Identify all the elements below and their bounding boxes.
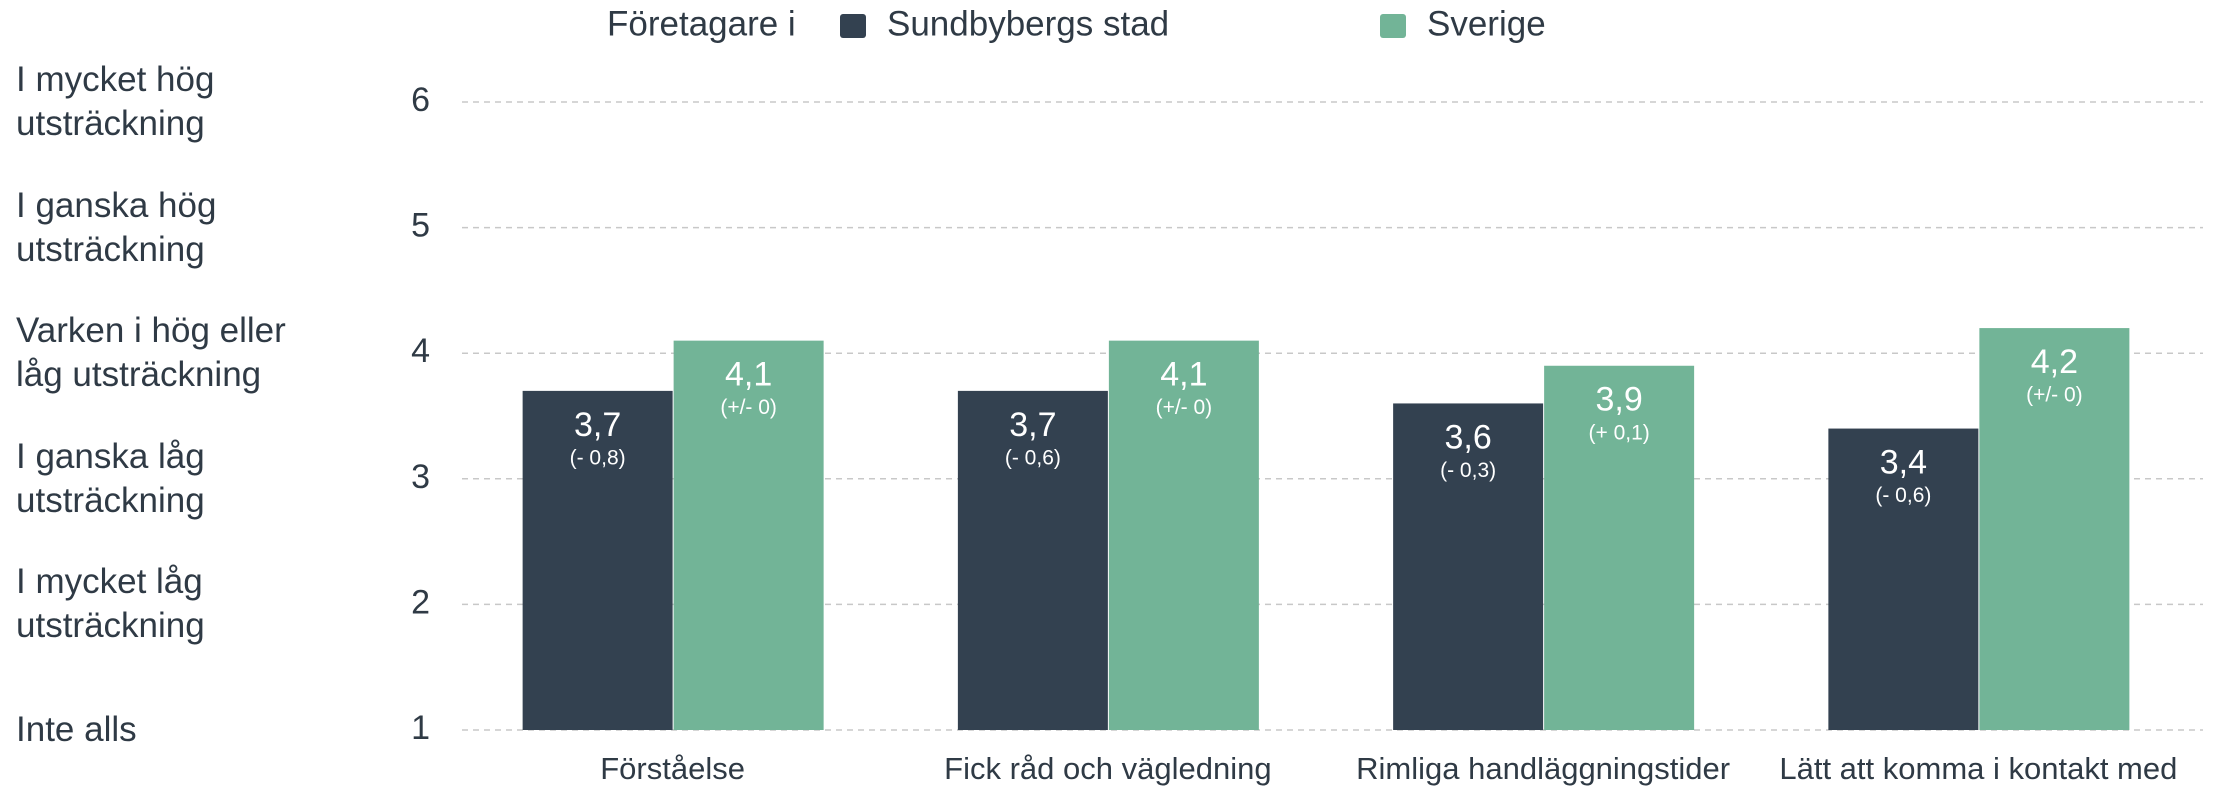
bar (957, 390, 1108, 730)
change-label: (- 0,6) (1875, 484, 1931, 507)
legend-swatch (840, 14, 866, 38)
change-label: (+/- 0) (2026, 384, 2083, 407)
change-label: (- 0,8) (570, 446, 626, 469)
y-tick-label: 6 (411, 81, 430, 119)
scale-label: I ganska hög utsträckning (16, 185, 217, 269)
value-label: 4,1 (725, 356, 772, 394)
legend-label: Sundbybergs stad (887, 4, 1169, 43)
value-label: 4,2 (2031, 343, 2078, 381)
legend-label: Sverige (1427, 4, 1546, 43)
x-tick-label: Fick råd och vägledning (944, 751, 1271, 786)
x-tick-label: Förståelse (600, 751, 745, 786)
change-label: (+/- 0) (1156, 396, 1213, 419)
value-label: 3,4 (1880, 444, 1927, 482)
scale-label: Varken i hög eller låg utsträckning (16, 311, 286, 395)
bar (1544, 365, 1695, 730)
y-tick-label: 3 (411, 458, 430, 496)
y-tick-label: 4 (411, 332, 430, 370)
y-tick-label: 1 (411, 709, 430, 747)
value-label: 4,1 (1160, 356, 1207, 394)
value-label: 3,9 (1595, 381, 1642, 419)
legend-swatch (1380, 14, 1406, 38)
x-tick-label: Lätt att komma i kontakt med (1779, 751, 2177, 786)
legend-title: Företagare i (607, 4, 796, 43)
scale-label: Inte alls (16, 710, 137, 749)
value-label: 3,6 (1444, 418, 1491, 456)
bar (673, 340, 824, 730)
scale-label: I ganska låg utsträckning (16, 436, 205, 520)
bar (1108, 340, 1259, 730)
bar (1828, 428, 1979, 730)
change-label: (+ 0,1) (1588, 421, 1649, 444)
y-tick-label: 2 (411, 583, 430, 621)
change-label: (- 0,6) (1005, 446, 1061, 469)
value-label: 3,7 (1009, 406, 1056, 444)
change-label: (- 0,3) (1440, 459, 1496, 482)
bar (1979, 328, 2130, 730)
scale-label: I mycket låg utsträckning (16, 562, 205, 646)
scale-label: I mycket hög utsträckning (16, 60, 215, 143)
y-tick-label: 5 (411, 207, 430, 245)
change-label: (+/- 0) (720, 396, 777, 419)
bar (1393, 403, 1544, 730)
value-label: 3,7 (574, 406, 621, 444)
x-tick-label: Rimliga handläggningstider (1356, 751, 1730, 786)
bar (522, 390, 673, 730)
